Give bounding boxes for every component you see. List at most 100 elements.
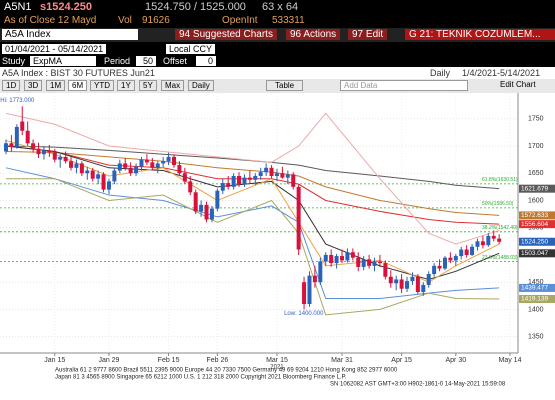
- range-button[interactable]: 3D: [24, 80, 43, 91]
- candle-body: [155, 163, 160, 168]
- candle-body: [388, 276, 393, 284]
- edit-button[interactable]: 97 Edit: [348, 29, 388, 40]
- footer-line: Japan 81 3 4565 8900 Singapore 65 6212 1…: [55, 375, 347, 381]
- oi: 533311: [272, 15, 305, 26]
- quote-row: A5N1 s1524.250 1524.750 / 1525.000 63 x …: [0, 0, 555, 14]
- footer-line: SN 1062082 AST GMT+3:00 H902-1861-0 14-M…: [330, 382, 506, 388]
- value-tag: [519, 283, 555, 292]
- range-button[interactable]: 6M: [68, 80, 88, 91]
- value-tag: [519, 295, 555, 304]
- x-tick-label: Apr 15: [391, 357, 412, 364]
- candle-body: [117, 163, 122, 171]
- x-tick-label: May 14: [499, 357, 522, 364]
- candle-body: [188, 181, 193, 193]
- suggested-button[interactable]: 94 Suggested Charts: [175, 29, 277, 40]
- candle-body: [307, 275, 312, 304]
- frequency: Daily: [430, 68, 451, 78]
- candle-body: [101, 174, 106, 190]
- x-tick-label: Mar 15: [266, 357, 288, 364]
- candle-body: [264, 167, 269, 173]
- candle-body: [106, 181, 111, 190]
- security-input[interactable]: A5A Index: [2, 29, 138, 40]
- chart: 135014001450150015501600165017001750Jan …: [0, 93, 555, 400]
- indicator-line: [5, 167, 500, 300]
- candle-body: [318, 261, 323, 283]
- as-of: As of Close 12 Mayd: [4, 15, 97, 26]
- indicator-line: [5, 145, 500, 190]
- candle-body: [410, 276, 415, 282]
- candle-body: [237, 175, 242, 185]
- candle-body: [209, 208, 214, 220]
- candle-body: [464, 249, 469, 255]
- candle-body: [405, 281, 410, 289]
- candle-body: [372, 261, 377, 266]
- year-label: 2021: [270, 365, 284, 371]
- indicator-line: [5, 112, 500, 245]
- candle-body: [14, 126, 19, 148]
- value-tag: [519, 220, 555, 229]
- page-title[interactable]: G 21: TEKNIK COZUMLEM...: [405, 29, 555, 40]
- candle-body: [475, 241, 480, 247]
- value-tag-label: 1524.250: [521, 238, 548, 245]
- candle-body: [274, 173, 279, 176]
- candle-body: [280, 173, 285, 178]
- fib-label: 50%(1586.50): [482, 201, 514, 207]
- y-tick-label: 1400: [528, 306, 544, 313]
- y-tick-label: 1700: [528, 143, 544, 150]
- range-button[interactable]: YTD: [90, 80, 114, 91]
- indicator-line: [5, 145, 500, 225]
- toolbar: A5A Index 94 Suggested Charts 96 Actions…: [0, 28, 555, 42]
- actions-button[interactable]: 96 Actions: [286, 29, 341, 40]
- candle-body: [383, 263, 388, 277]
- offset-label: Offset: [163, 56, 187, 66]
- study[interactable]: ExpMA: [30, 56, 96, 66]
- x-tick-label: Feb 26: [206, 357, 228, 364]
- value-tag-label: 1419.139: [521, 296, 548, 303]
- candle-body: [150, 162, 155, 168]
- candle-body: [128, 167, 133, 174]
- candle-body: [96, 174, 101, 179]
- candle-body: [123, 163, 128, 168]
- range: 1/4/2021-5/14/2021: [462, 68, 541, 78]
- candle-body: [215, 190, 220, 209]
- fib-label: 23.6%(1488.03): [482, 255, 518, 261]
- range-button[interactable]: 1M: [46, 80, 66, 91]
- close-row: As of Close 12 Mayd Vol 91626 OpenInt 53…: [0, 14, 555, 27]
- candle-body: [480, 241, 485, 246]
- candle-body: [394, 279, 399, 284]
- candle-body: [20, 121, 25, 131]
- y-tick-label: 1750: [528, 116, 544, 123]
- candle-body: [459, 249, 464, 257]
- currency[interactable]: Local CCY: [166, 44, 216, 54]
- y-tick-label: 1450: [528, 279, 544, 286]
- edit-chart[interactable]: Edit Chart: [500, 80, 536, 89]
- table-button[interactable]: Table: [266, 80, 304, 91]
- x-tick-label: Mar 31: [331, 357, 353, 364]
- x-tick-label: Jan 29: [98, 357, 119, 364]
- range-button[interactable]: 5Y: [139, 80, 157, 91]
- offset[interactable]: 0: [196, 56, 216, 66]
- range-button[interactable]: Daily: [188, 80, 214, 91]
- value-tag-label: 1503.047: [521, 250, 548, 257]
- study-row: Study ExpMA Period 50 Offset 0: [0, 55, 555, 67]
- candle-body: [377, 261, 382, 264]
- range-button[interactable]: Max: [161, 80, 185, 91]
- indicator-line: [6, 178, 500, 316]
- candle-body: [470, 246, 475, 255]
- candle-body: [25, 130, 30, 144]
- candle-body: [247, 177, 252, 180]
- last-price: s1524.250: [40, 1, 92, 13]
- value-tag-label: 1621.679: [521, 185, 548, 192]
- candle-body: [31, 143, 36, 149]
- range-button[interactable]: 1Y: [117, 80, 135, 91]
- range-button[interactable]: 1D: [2, 80, 21, 91]
- fib-label: 38.2%(1542.49): [482, 225, 518, 231]
- candle-body: [90, 170, 95, 179]
- add-data[interactable]: Add Data: [340, 80, 468, 91]
- period[interactable]: 50: [136, 56, 156, 66]
- candle-body: [199, 204, 204, 212]
- candle-body: [426, 274, 431, 285]
- candle-body: [47, 150, 52, 153]
- date-range[interactable]: 01/04/2021 - 05/14/2021: [2, 44, 107, 54]
